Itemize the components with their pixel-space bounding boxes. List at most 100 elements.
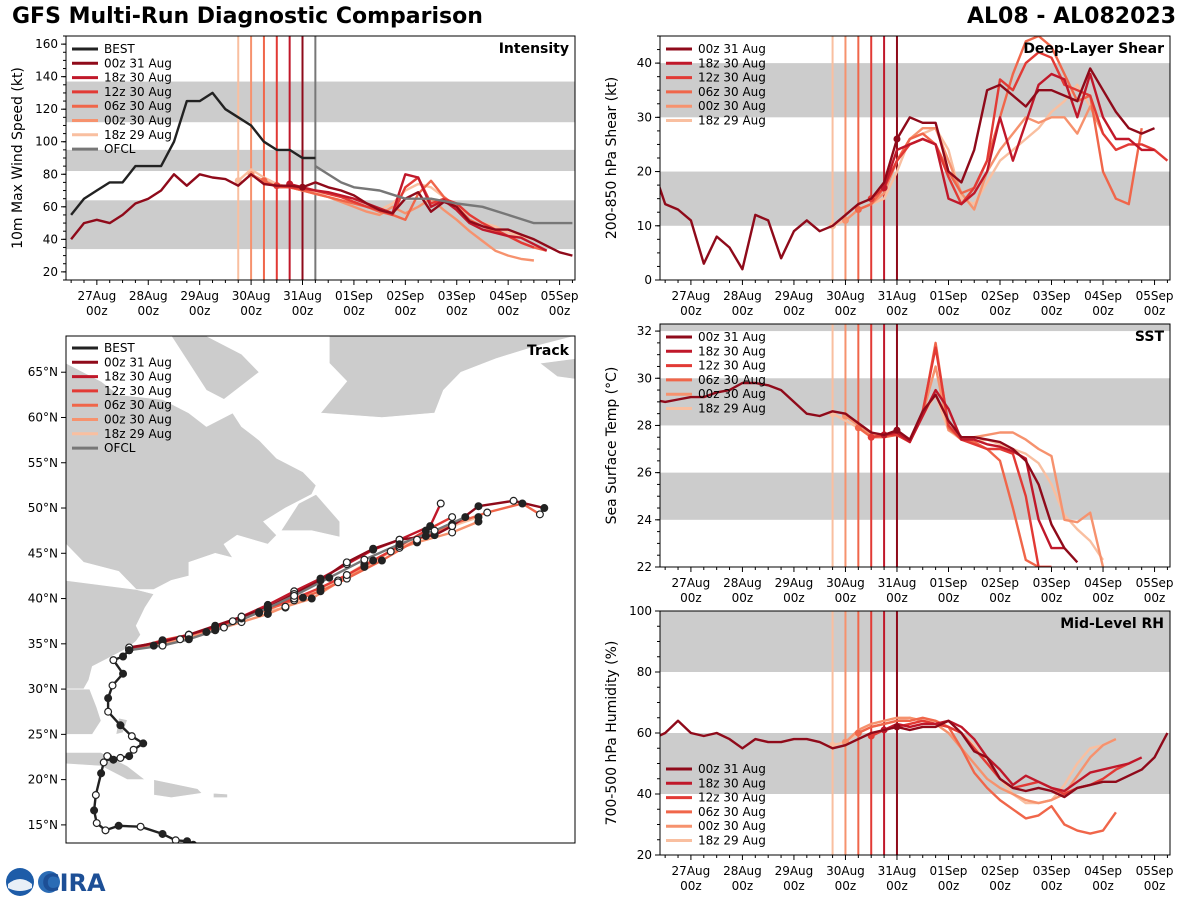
x-tick-hour: 00z	[886, 304, 908, 318]
track-point	[386, 547, 395, 556]
x-tick-hour: 00z	[835, 304, 857, 318]
track-point	[436, 499, 445, 508]
hispaniola-land	[153, 779, 203, 799]
x-tick-day: 27Aug	[672, 576, 711, 590]
category-band	[66, 81, 575, 123]
track-point	[125, 752, 134, 761]
series-line-ofcl	[314, 165, 573, 225]
x-tick-day: 29Aug	[775, 864, 814, 878]
x-tick-hour: 00z	[732, 591, 754, 605]
x-tick-hour: 00z	[732, 304, 754, 318]
track-point	[461, 513, 470, 522]
x-tick-hour: 00z	[783, 304, 805, 318]
intensity-panel: 2040608010012014016027Aug00z28Aug00z29Au…	[10, 35, 579, 318]
north-america-land	[66, 336, 317, 590]
track-point	[127, 732, 136, 741]
category-band	[66, 149, 575, 172]
track-point	[325, 573, 334, 582]
cira-globe-icon	[38, 871, 60, 893]
series-line-18z-30-aug	[289, 173, 548, 252]
track-point	[139, 739, 148, 748]
x-tick-hour: 00z	[549, 304, 571, 318]
track-point	[103, 752, 112, 761]
shear-plot-area	[660, 36, 1170, 280]
x-tick-hour: 00z	[1041, 304, 1063, 318]
init-marker	[299, 183, 307, 191]
x-tick-day: 05Sep	[1136, 576, 1174, 590]
track-point	[116, 721, 125, 730]
legend-label: 00z 31 Aug	[104, 355, 172, 369]
y-axis-label: 10m Max Wind Speed (kt)	[10, 67, 26, 249]
legend-label: 00z 31 Aug	[698, 42, 766, 56]
init-marker	[841, 216, 849, 224]
x-tick-day: 31Aug	[878, 289, 917, 303]
legend-label: 06z 30 Aug	[104, 99, 172, 113]
track-point	[109, 656, 118, 665]
track-point	[307, 594, 316, 603]
x-tick-hour: 00z	[835, 591, 857, 605]
x-tick-day: 02Sep	[981, 576, 1019, 590]
lat-tick-label: 30°N	[28, 682, 58, 696]
track-point	[316, 583, 325, 592]
x-tick-hour: 00z	[886, 879, 908, 893]
series-line-06z-30-aug	[857, 341, 1052, 567]
x-tick-hour: 00z	[446, 304, 468, 318]
shear-panel: 01020304027Aug00z28Aug00z29Aug00z30Aug00…	[604, 35, 1173, 318]
x-tick-day: 28Aug	[723, 289, 762, 303]
x-tick-hour: 00z	[886, 591, 908, 605]
x-tick-day: 05Sep	[1136, 864, 1174, 878]
category-band	[660, 611, 1170, 672]
panel-title: Track	[527, 343, 570, 359]
legend-label: 18z 29 Aug	[698, 114, 766, 128]
x-tick-hour: 00z	[497, 304, 519, 318]
x-tick-hour: 00z	[1092, 304, 1114, 318]
newfoundland-land	[280, 494, 341, 538]
x-tick-day: 27Aug	[672, 864, 711, 878]
category-band	[660, 472, 1170, 520]
track-point	[263, 603, 272, 612]
legend-label: 00z 31 Aug	[698, 762, 766, 776]
y-axis-label: Sea Surface Temp (°C)	[604, 367, 620, 525]
init-marker	[893, 135, 901, 143]
track-point	[211, 621, 220, 630]
rh-plot-area	[660, 611, 1170, 855]
rh-panel: 2040608010027Aug00z28Aug00z29Aug00z30Aug…	[604, 604, 1173, 893]
y-tick-label: 120	[35, 102, 58, 116]
x-tick-day: 29Aug	[180, 289, 219, 303]
legend-label: 00z 30 Aug	[698, 387, 766, 401]
init-marker	[867, 433, 875, 441]
figure-title: GFS Multi-Run Diagnostic Comparison	[12, 4, 483, 29]
legend-label: 18z 29 Aug	[104, 128, 172, 142]
legend-label: 00z 31 Aug	[104, 56, 172, 70]
track-point	[97, 769, 106, 778]
y-axis-label: 700-500 hPa Humidity (%)	[604, 641, 620, 826]
x-tick-hour: 00z	[938, 304, 960, 318]
series-line-00z-30-aug	[844, 105, 1105, 222]
y-tick-label: 30	[637, 110, 652, 124]
y-tick-label: 28	[637, 418, 652, 432]
x-tick-hour: 00z	[1144, 304, 1166, 318]
legend-label: OFCL	[104, 441, 136, 455]
x-tick-day: 27Aug	[672, 289, 711, 303]
sst-panel: 22242628303227Aug00z28Aug00z29Aug00z30Au…	[604, 323, 1174, 605]
track-panel: 15°N 20°N 25°N 30°N 35°N 40°N 45°N 50°N 55°N 60°N…	[28, 335, 576, 844]
track-point	[171, 836, 180, 843]
track-point	[90, 806, 99, 815]
x-tick-hour: 00z	[680, 304, 702, 318]
track-point	[136, 822, 145, 831]
track-point	[109, 755, 118, 764]
init-marker	[893, 723, 901, 731]
track-point	[158, 641, 167, 650]
x-tick-day: 03Sep	[1033, 289, 1071, 303]
lat-tick-label: 20°N	[28, 773, 58, 787]
x-tick-day: 31Aug	[878, 576, 917, 590]
series-line-18z-30-aug	[882, 72, 1155, 206]
track-point	[119, 669, 128, 678]
x-tick-day: 03Sep	[438, 289, 476, 303]
x-tick-day: 28Aug	[129, 289, 168, 303]
legend-label: 06z 30 Aug	[698, 373, 766, 387]
x-tick-hour: 00z	[137, 304, 159, 318]
x-tick-hour: 00z	[989, 304, 1011, 318]
track-point	[290, 591, 299, 600]
legend-label: 00z 30 Aug	[104, 114, 172, 128]
